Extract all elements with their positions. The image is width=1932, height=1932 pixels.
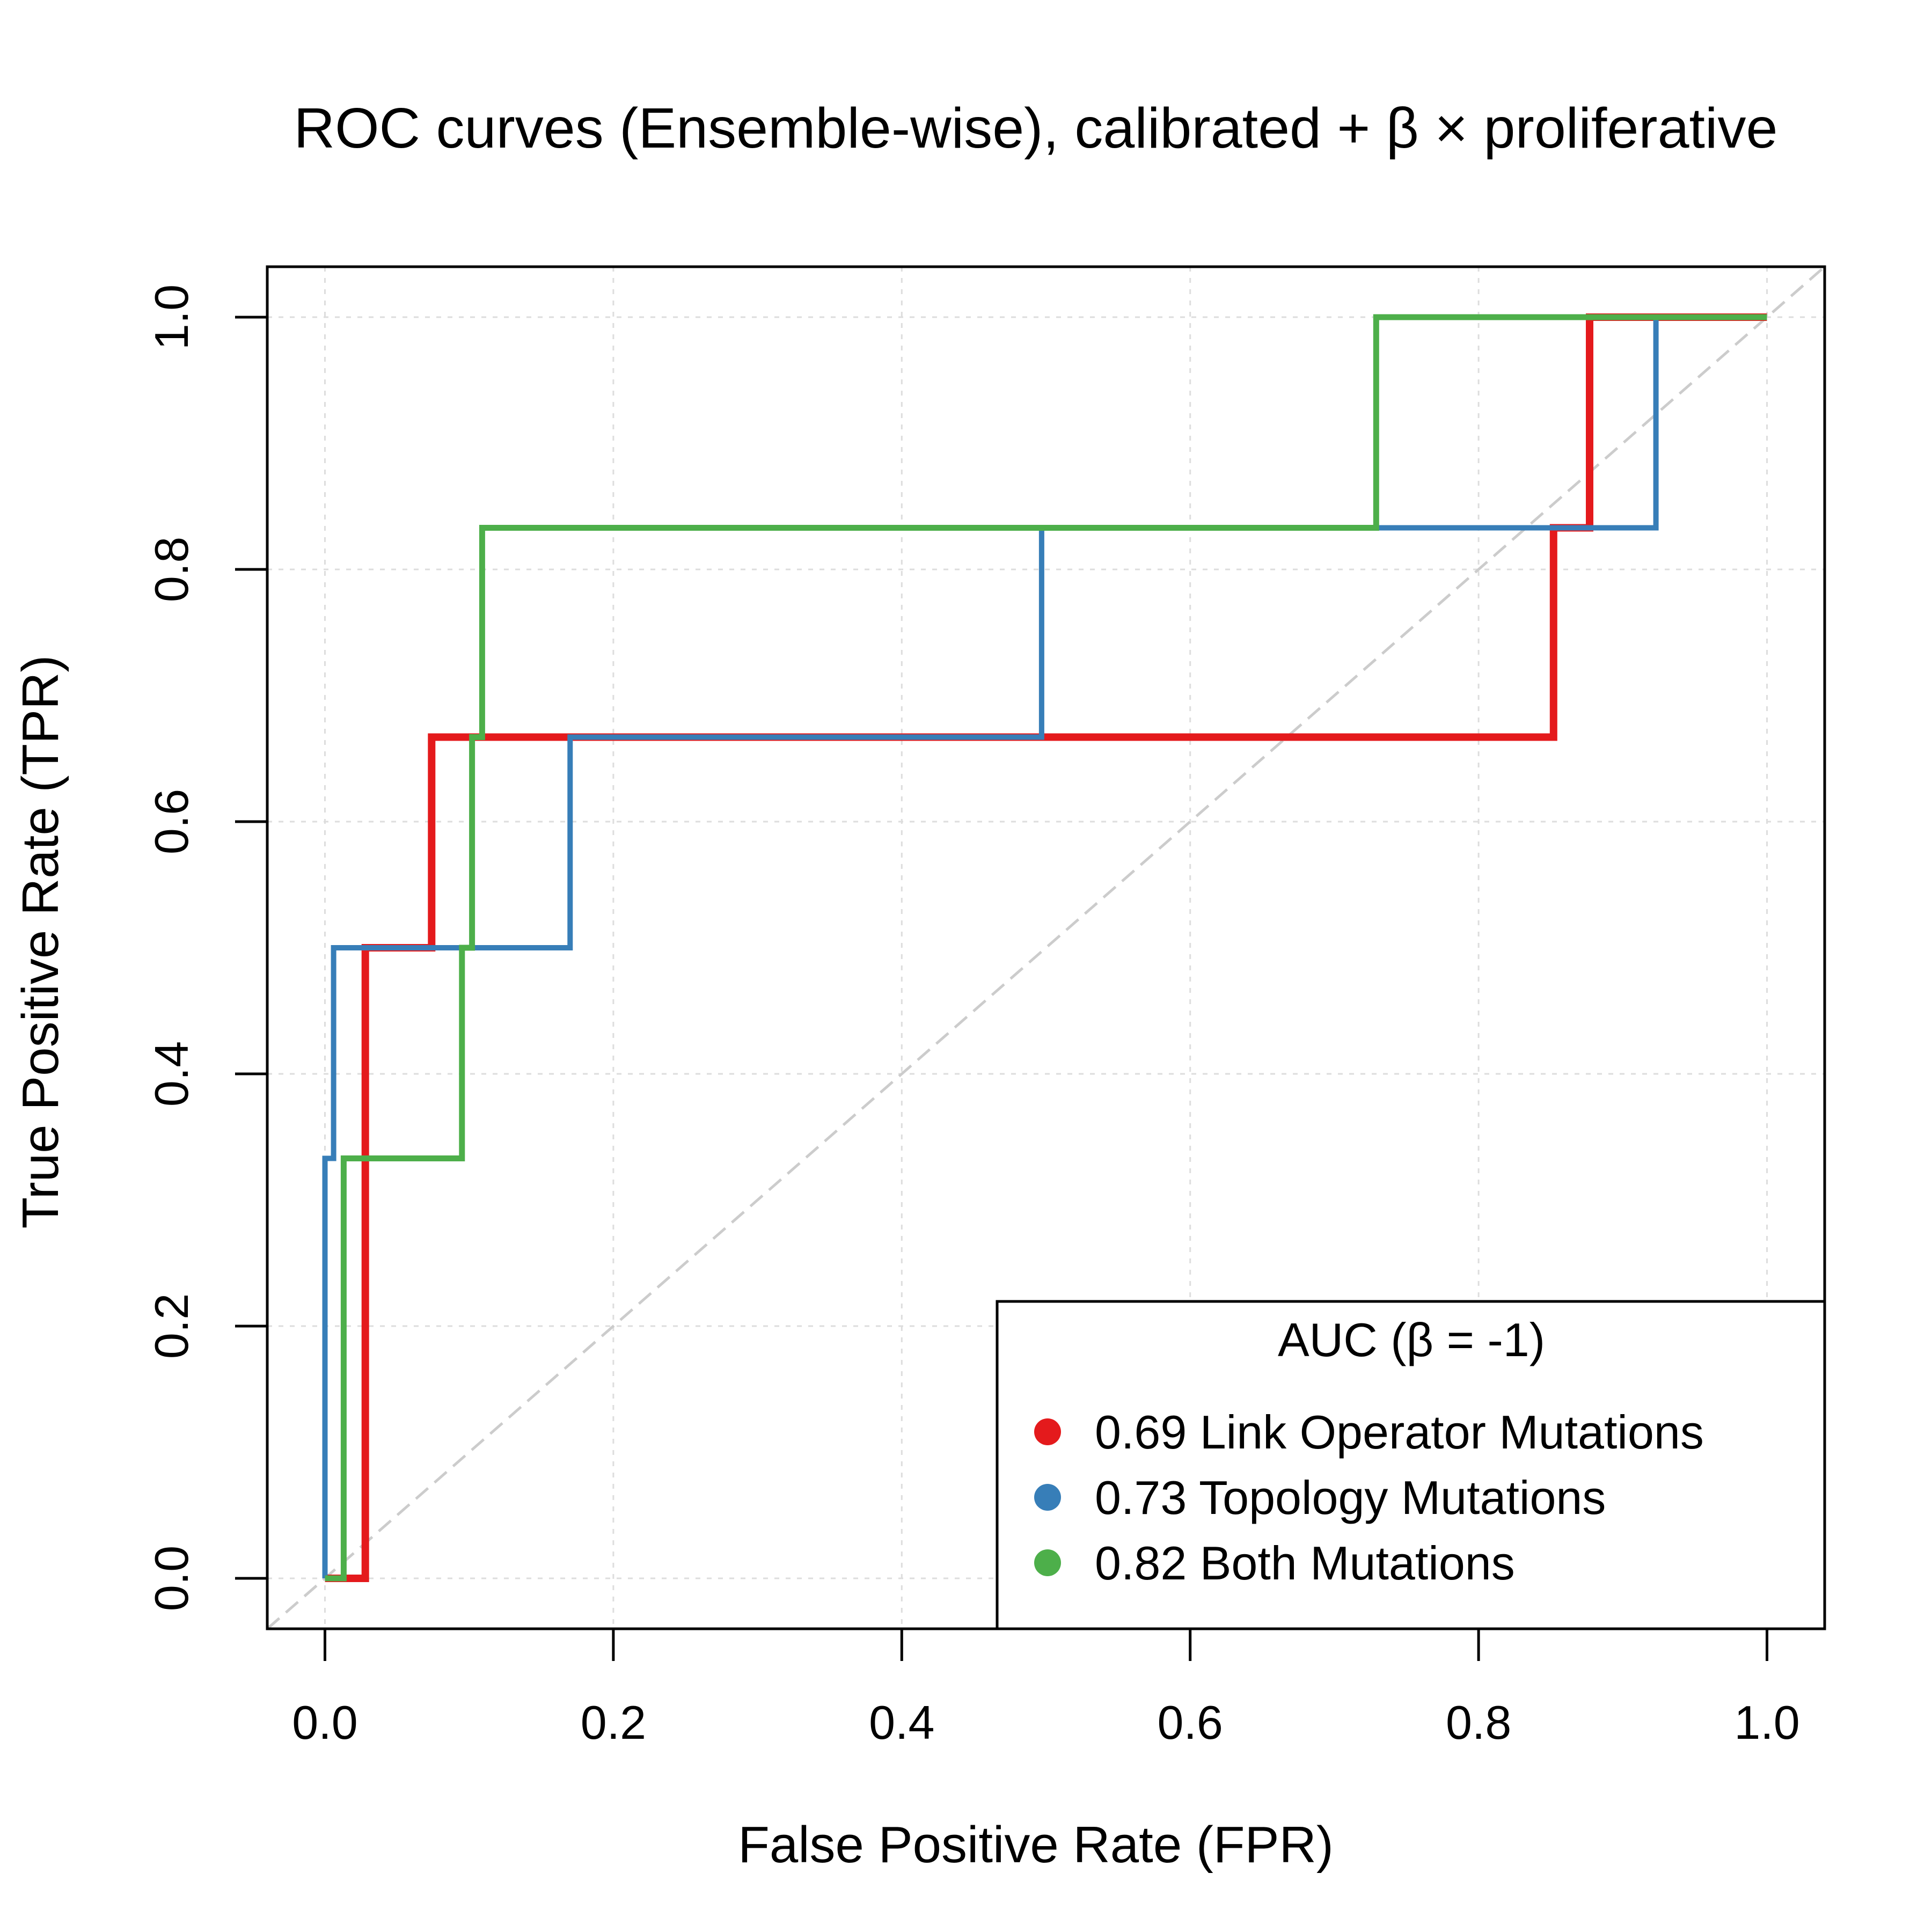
legend-label-0: 0.69 Link Operator Mutations [1095,1406,1704,1459]
y-axis-label: True Positive Rate (TPR) [12,655,69,1229]
x-tick-label-1: 0.2 [581,1696,646,1749]
legend-items: 0.69 Link Operator Mutations 0.73 Topolog… [1034,1406,1704,1590]
y-tick-label-2: 0.4 [145,1041,198,1107]
legend-title: AUC (β = -1) [1278,1313,1545,1366]
y-tick-label-3: 0.6 [145,789,198,854]
y-axis: 0.0 0.2 0.4 0.6 0.8 1.0 [145,284,269,1611]
legend-label-1: 0.73 Topology Mutations [1095,1471,1606,1524]
legend-marker-2 [1034,1549,1061,1576]
x-tick-label-3: 0.6 [1158,1696,1223,1749]
y-tick-label-0: 0.0 [145,1546,198,1611]
series-line-1 [322,314,1767,1578]
x-tick-label-2: 0.4 [869,1696,934,1749]
legend: AUC (β = -1) 0.69 Link Operator Mutation… [996,1300,1826,1630]
chart-title: ROC curves (Ensemble-wise), calibrated +… [294,97,1778,160]
legend-label-2: 0.82 Both Mutations [1095,1536,1515,1590]
x-axis: 0.0 0.2 0.4 0.6 0.8 1.0 [292,1627,1800,1749]
x-tick-label-4: 0.8 [1446,1696,1511,1749]
legend-marker-0 [1034,1418,1061,1445]
series-lines [322,313,1767,1582]
x-tick-label-5: 1.0 [1734,1696,1799,1749]
legend-box [996,1300,1826,1630]
y-tick-label-4: 0.8 [145,537,198,602]
x-tick-label-0: 0.0 [292,1696,357,1749]
series-line-2 [325,314,1767,1582]
x-axis-label: False Positive Rate (FPR) [738,1816,1334,1874]
y-tick-label-5: 1.0 [145,284,198,350]
y-tick-label-1: 0.2 [145,1293,198,1359]
legend-marker-1 [1034,1484,1061,1511]
